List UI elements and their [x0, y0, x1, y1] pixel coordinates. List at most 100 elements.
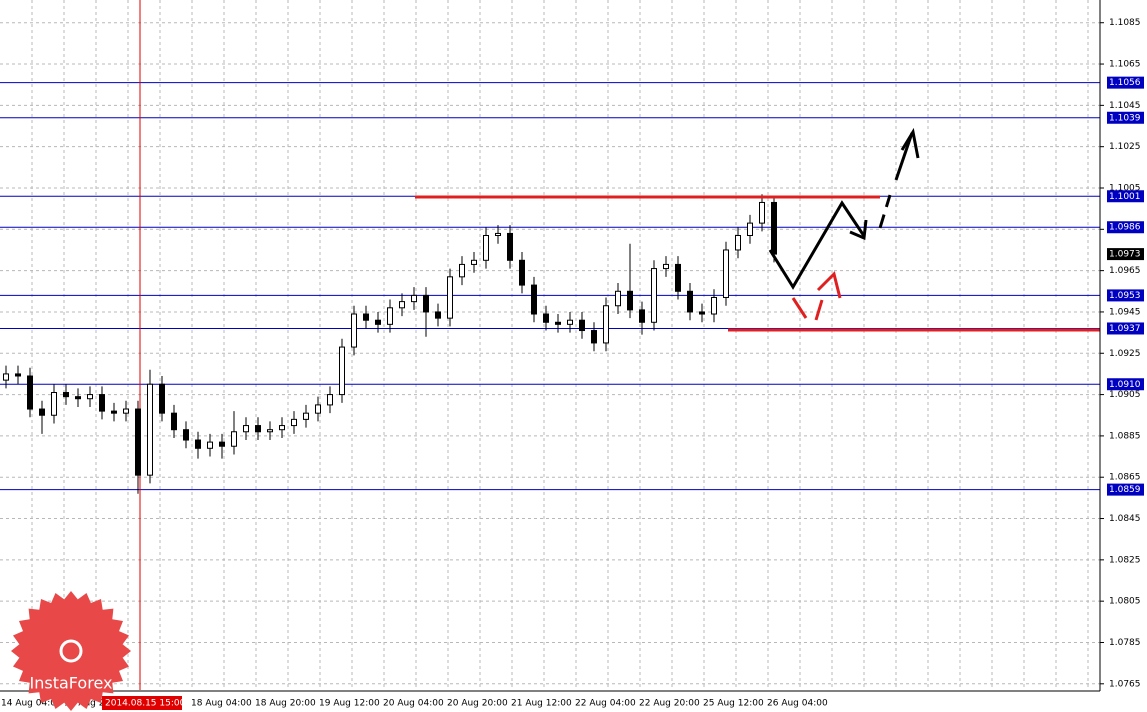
candle-body — [327, 394, 333, 406]
candle-body — [207, 441, 213, 449]
x-tick-label: 26 Aug 04:00 — [767, 699, 828, 709]
candle-body — [375, 319, 381, 325]
x-tick-label: 22 Aug 20:00 — [639, 699, 700, 709]
axis-labels: 1.0765 1.0785 1.0805 1.0825 1.0845 1.0865 1.08… — [1, 18, 1144, 710]
level-label-bg — [1107, 378, 1144, 391]
time-axis-bg — [0, 691, 1147, 712]
candle-body — [339, 346, 345, 396]
x-tick-label: 14 Aug 04:00 — [1, 699, 62, 709]
forecast-path — [768, 200, 866, 290]
y-tick-label: 1.0865 — [1109, 473, 1141, 483]
level-label-bg — [1107, 221, 1144, 234]
candle-body — [363, 313, 369, 321]
grid-layer — [0, 0, 1100, 690]
candle-body — [495, 232, 501, 237]
x-tick-label: 20 Aug 20:00 — [447, 699, 508, 709]
x-tick-label: 18 Aug 04:00 — [191, 699, 252, 709]
candle-body — [747, 222, 753, 237]
candle-body — [651, 268, 657, 323]
candle-body — [315, 404, 321, 414]
level-label: 1.1039 — [1109, 113, 1141, 123]
candle-body — [759, 201, 765, 224]
candle-body — [591, 330, 597, 344]
candles — [3, 194, 777, 494]
candle-body — [507, 232, 513, 261]
y-tick-label: 1.0845 — [1109, 514, 1141, 524]
level-label: 1.1056 — [1109, 78, 1141, 88]
candle-body — [771, 201, 777, 255]
x-tick-label: 22 Aug 04:00 — [575, 699, 636, 709]
x-tick-label: 20 Aug 04:00 — [383, 699, 444, 709]
candle-body — [351, 313, 357, 348]
level-label: 1.1001 — [1109, 192, 1141, 202]
candle-body — [87, 394, 93, 400]
candle-body — [99, 394, 105, 412]
level-label-bg — [1107, 190, 1144, 203]
candle-body — [75, 396, 81, 400]
candle-body — [63, 392, 69, 398]
candle-body — [483, 235, 489, 261]
x-tick-label: 25 Aug 12:00 — [703, 699, 764, 709]
logo-badge — [11, 591, 131, 711]
candle-body — [27, 375, 33, 410]
arrow-head — [900, 127, 920, 159]
candle-body — [735, 235, 741, 251]
candle-body — [171, 412, 177, 431]
cursor-label: 2014.08.15 15:00 — [105, 699, 186, 709]
candle-body — [675, 263, 681, 292]
candle-body — [579, 319, 585, 332]
candle-body — [123, 408, 129, 414]
y-tick-label: 1.0905 — [1109, 390, 1141, 400]
candle-body — [615, 290, 621, 307]
arrow-head — [849, 219, 868, 241]
candle-body — [111, 410, 117, 414]
candle-body — [219, 441, 225, 447]
candle-body — [663, 263, 669, 270]
level-label-bg — [1107, 111, 1144, 124]
y-tick-label: 1.1065 — [1109, 60, 1141, 70]
y-tick-label: 1.1025 — [1109, 142, 1141, 152]
level-label-bg — [1107, 289, 1144, 302]
alt-arrow — [816, 271, 842, 299]
drawings — [415, 127, 1100, 332]
candle-body — [3, 373, 9, 381]
candle-body — [555, 321, 561, 325]
y-tick-label: 1.0965 — [1109, 266, 1141, 276]
candle-body — [39, 408, 45, 416]
level-label: 1.0859 — [1109, 485, 1141, 495]
candle-body — [531, 284, 537, 315]
y-tick-label: 1.0765 — [1109, 679, 1141, 689]
logo-text: InstaForex — [30, 674, 113, 693]
levels — [0, 82, 1100, 491]
candle-body — [447, 276, 453, 319]
y-tick-label: 1.1085 — [1109, 18, 1141, 28]
candle-body — [267, 429, 273, 433]
candle-body — [195, 439, 201, 449]
y-tick-label: 1.0925 — [1109, 349, 1141, 359]
candle-body — [603, 305, 609, 344]
cursor-label-bg — [102, 696, 182, 710]
y-tick-label: 1.0825 — [1109, 555, 1141, 565]
level-label-bg — [1107, 76, 1144, 89]
candle-body — [303, 412, 309, 420]
candle-body — [231, 431, 237, 447]
candle-body — [255, 425, 261, 433]
y-tick-label: 1.1005 — [1109, 183, 1141, 193]
y-tick-label: 1.0885 — [1109, 431, 1141, 441]
candle-body — [135, 408, 141, 476]
forecast-dashed — [878, 194, 892, 229]
candle-body — [243, 425, 249, 433]
level-label: 1.0910 — [1109, 380, 1141, 390]
logo: InstaForex — [11, 591, 131, 711]
candle-body — [423, 294, 429, 313]
candle-body — [387, 307, 393, 325]
x-tick-label: 14 Aug 20:00 — [64, 699, 125, 709]
level-label: 1.0953 — [1109, 291, 1141, 301]
candle-body — [411, 294, 417, 303]
candle-body — [159, 383, 165, 414]
candle-body — [399, 301, 405, 309]
candle-body — [639, 309, 645, 323]
alt-path — [814, 299, 824, 321]
alt-path — [791, 297, 808, 319]
